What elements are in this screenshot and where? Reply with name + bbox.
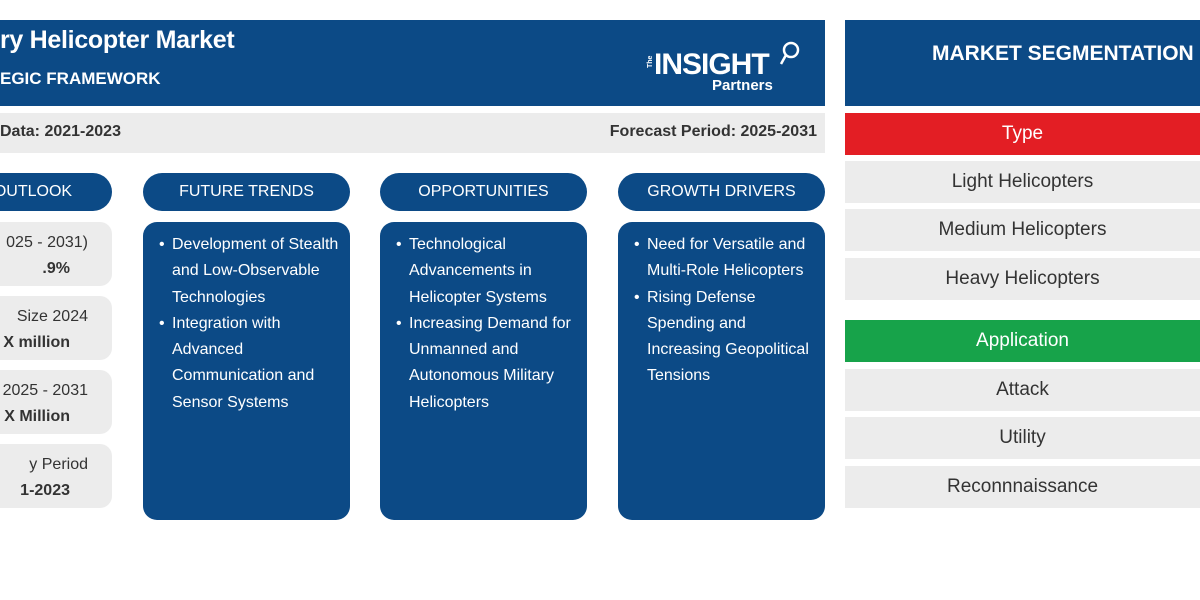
outlook-card-value: .9% (42, 260, 70, 277)
future-trends-box: Development of Stealth and Low-Observabl… (143, 222, 350, 520)
future-trends-heading: FUTURE TRENDS (143, 173, 350, 211)
segmentation-title: MARKET SEGMENTATION (932, 42, 1194, 65)
list-item: Technological Advancements in Helicopter… (396, 232, 579, 311)
opportunities-heading: OPPORTUNITIES (380, 173, 587, 211)
outlook-card-cagr: 025 - 2031) .9% (0, 222, 112, 286)
growth-drivers-list: Need for Versatile and Multi-Role Helico… (618, 222, 825, 390)
segment-item: Utility (845, 417, 1200, 459)
svg-text:The: The (647, 55, 654, 68)
outlook-card-label: e 2025 - 2031 (0, 382, 88, 399)
growth-drivers-box: Need for Versatile and Multi-Role Helico… (618, 222, 825, 520)
list-item: Increasing Demand for Unmanned and Auton… (396, 311, 579, 416)
outlook-card-history-period: y Period 1-2023 (0, 444, 112, 508)
forecast-period: Forecast Period: 2025-2031 (609, 123, 817, 140)
segment-item: Light Helicopters (845, 161, 1200, 203)
outlook-card-label: Size 2024 (16, 308, 88, 325)
header-banner (0, 20, 825, 106)
opportunities-box: Technological Advancements in Helicopter… (380, 222, 587, 520)
segment-item: Heavy Helicopters (845, 258, 1200, 300)
segment-item: Reconnnaissance (845, 466, 1200, 508)
outlook-card-forecast-value: e 2025 - 2031 X Million (0, 370, 112, 434)
segment-item: Attack (845, 369, 1200, 411)
period-bar (0, 113, 825, 153)
segment-heading-type: Type (845, 113, 1200, 155)
page-subtitle: EGIC FRAMEWORK (0, 69, 161, 88)
the-insight-partners-logo: The INSIGHT Partners (647, 41, 800, 94)
outlook-card-label: 025 - 2031) (6, 234, 88, 251)
list-item: Rising Defense Spending and Increasing G… (634, 285, 817, 390)
svg-text:INSIGHT: INSIGHT (654, 48, 769, 81)
list-item: Integration with Advanced Communication … (159, 311, 342, 416)
outlook-heading: T OUTLOOK (0, 173, 112, 211)
outlook-card-value: 1-2023 (20, 482, 70, 499)
svg-text:Partners: Partners (712, 77, 773, 94)
list-item: Development of Stealth and Low-Observabl… (159, 232, 342, 311)
list-item: Need for Versatile and Multi-Role Helico… (634, 232, 817, 285)
outlook-card-label: y Period (29, 456, 88, 473)
segment-item: Medium Helicopters (845, 209, 1200, 251)
outlook-card-value: X Million (4, 408, 70, 425)
segment-heading-application: Application (845, 320, 1200, 362)
page-title: ry Helicopter Market (0, 26, 235, 54)
growth-drivers-heading: GROWTH DRIVERS (618, 173, 825, 211)
segmentation-banner (845, 20, 1200, 106)
outlook-card-value: X million (3, 334, 70, 351)
future-trends-list: Development of Stealth and Low-Observabl… (143, 222, 350, 416)
historical-period: Data: 2021-2023 (0, 123, 121, 140)
opportunities-list: Technological Advancements in Helicopter… (380, 222, 587, 416)
outlook-card-market-size: Size 2024 X million (0, 296, 112, 360)
